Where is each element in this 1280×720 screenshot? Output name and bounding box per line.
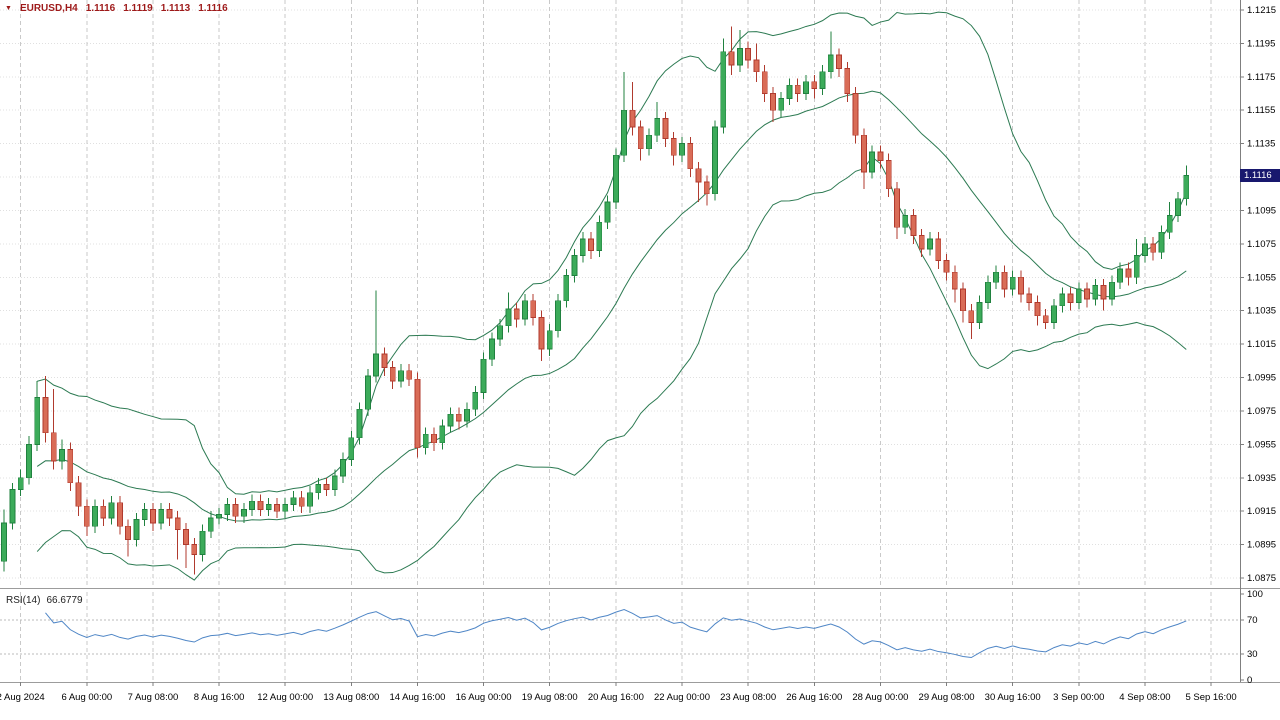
svg-text:1.1175: 1.1175 [1247, 72, 1275, 83]
svg-text:1.1155: 1.1155 [1247, 105, 1275, 116]
svg-text:26 Aug 16:00: 26 Aug 16:00 [786, 692, 842, 703]
svg-text:1.0915: 1.0915 [1247, 506, 1276, 517]
quote-low: 1.1113 [160, 3, 191, 14]
grid-layer [0, 0, 1240, 682]
svg-text:7 Aug 08:00: 7 Aug 08:00 [128, 692, 179, 703]
svg-text:30 Aug 16:00: 30 Aug 16:00 [985, 692, 1041, 703]
svg-text:8 Aug 16:00: 8 Aug 16:00 [194, 692, 245, 703]
svg-text:14 Aug 16:00: 14 Aug 16:00 [389, 692, 445, 703]
svg-text:13 Aug 08:00: 13 Aug 08:00 [323, 692, 379, 703]
quote-open: 1.1116 [85, 3, 116, 14]
pane-splitter[interactable] [0, 585, 1280, 593]
svg-text:12 Aug 00:00: 12 Aug 00:00 [257, 692, 313, 703]
svg-text:30: 30 [1247, 649, 1258, 660]
svg-text:4 Sep 08:00: 4 Sep 08:00 [1119, 692, 1170, 703]
svg-text:6 Aug 00:00: 6 Aug 00:00 [61, 692, 112, 703]
svg-text:20 Aug 16:00: 20 Aug 16:00 [588, 692, 644, 703]
svg-text:2 Aug 2024: 2 Aug 2024 [0, 692, 45, 703]
axes-layer: 1.12151.11951.11751.11551.11351.11151.10… [0, 0, 1280, 703]
price-axis[interactable] [1240, 0, 1280, 588]
svg-text:28 Aug 00:00: 28 Aug 00:00 [852, 692, 908, 703]
svg-text:22 Aug 00:00: 22 Aug 00:00 [654, 692, 710, 703]
svg-text:3 Sep 00:00: 3 Sep 00:00 [1053, 692, 1104, 703]
symbol-period-label: EURUSD,H4 [19, 3, 78, 14]
svg-text:1.1075: 1.1075 [1247, 239, 1276, 250]
quote-high: 1.1119 [123, 3, 153, 14]
svg-text:1.1015: 1.1015 [1247, 339, 1276, 350]
svg-text:5 Sep 16:00: 5 Sep 16:00 [1185, 692, 1236, 703]
svg-text:1.1035: 1.1035 [1247, 306, 1276, 317]
svg-text:1.0975: 1.0975 [1247, 406, 1276, 417]
svg-text:1.0895: 1.0895 [1247, 540, 1276, 551]
current-price-label: 1.1116 [1240, 168, 1280, 182]
chart-marker-icon: ▼ [5, 4, 12, 12]
svg-text:70: 70 [1247, 615, 1258, 626]
svg-text:1.0995: 1.0995 [1247, 373, 1276, 384]
rsi-name: RSI(14) [6, 595, 41, 606]
svg-text:1.0875: 1.0875 [1247, 573, 1276, 584]
svg-text:19 Aug 08:00: 19 Aug 08:00 [522, 692, 578, 703]
bollinger-bands-layer [36, 11, 1187, 581]
svg-text:23 Aug 08:00: 23 Aug 08:00 [720, 692, 776, 703]
rsi-line-layer [45, 609, 1187, 659]
svg-text:1.1215: 1.1215 [1247, 5, 1276, 16]
rsi-level-lines [0, 619, 1240, 655]
svg-text:1.1095: 1.1095 [1247, 205, 1276, 216]
time-axis[interactable] [0, 684, 1240, 714]
rsi-value: 66.6779 [46, 595, 83, 606]
quote-close: 1.1116 [198, 3, 228, 14]
chart-ohlc-header: ▼ EURUSD,H4 1.1116 1.1119 1.1113 1.1116 [5, 3, 228, 14]
svg-text:0: 0 [1247, 675, 1252, 686]
svg-text:1.1135: 1.1135 [1247, 139, 1275, 150]
svg-text:1.0935: 1.0935 [1247, 473, 1276, 484]
candles-layer [1, 26, 1190, 575]
svg-text:29 Aug 08:00: 29 Aug 08:00 [919, 692, 975, 703]
svg-text:100: 100 [1247, 589, 1263, 600]
svg-text:16 Aug 00:00: 16 Aug 00:00 [456, 692, 512, 703]
rsi-indicator-label: RSI(14) 66.6779 [6, 595, 83, 606]
svg-text:1.0955: 1.0955 [1247, 439, 1276, 450]
svg-text:1.1195: 1.1195 [1247, 38, 1275, 49]
svg-text:1.1055: 1.1055 [1247, 272, 1276, 283]
